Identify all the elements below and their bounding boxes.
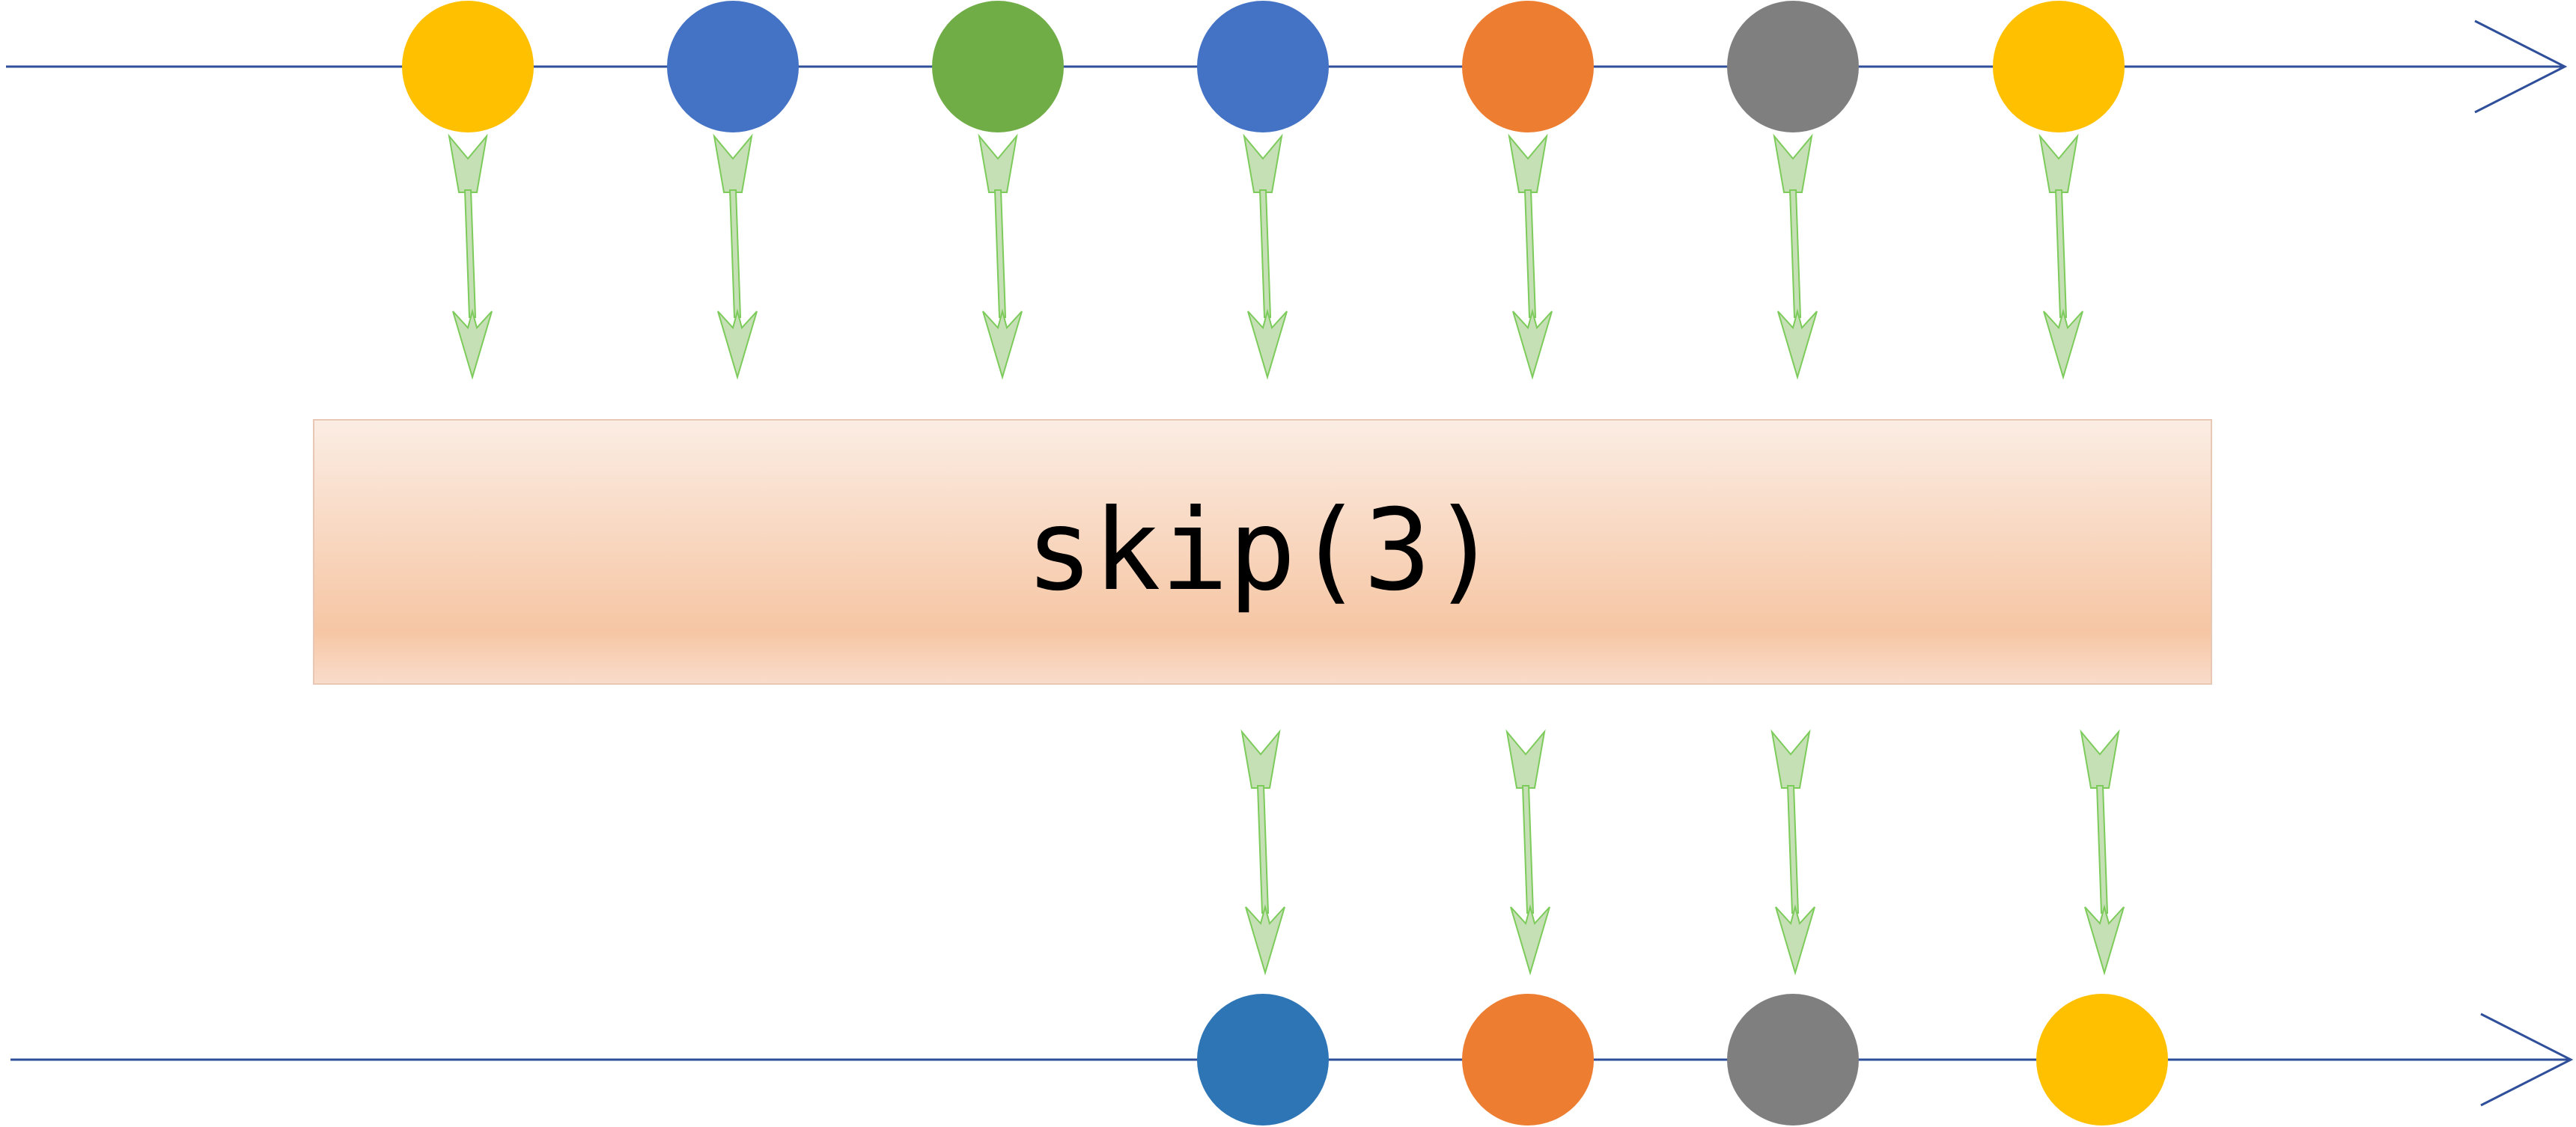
- input-arrows: [448, 133, 2083, 380]
- output-arrows: [1240, 729, 2125, 976]
- output-timeline-arrowhead: [2480, 1013, 2574, 1107]
- input-arrow: [1773, 133, 1818, 380]
- input-marble-yellow: [1993, 1, 2125, 132]
- input-marble-blue: [1197, 1, 1329, 132]
- input-marble-orange: [1462, 1, 1594, 132]
- input-arrow: [1243, 133, 1288, 380]
- operator-box-rect: [313, 419, 2212, 685]
- input-arrow: [448, 133, 493, 380]
- output-arrow: [1240, 729, 1285, 976]
- output-marbles: [1197, 994, 2168, 1126]
- input-marble-gray: [1727, 1, 1859, 132]
- input-marble-blue: [667, 1, 799, 132]
- operator-label: skip(3): [1026, 486, 1499, 616]
- input-marbles: [402, 1, 2125, 132]
- input-timeline-arrowhead: [2474, 19, 2568, 114]
- input-arrow: [713, 133, 758, 380]
- input-marble-yellow: [402, 1, 534, 132]
- input-marble-green: [932, 1, 1064, 132]
- output-marble-orange: [1462, 994, 1594, 1126]
- output-marble-yellow: [2036, 994, 2168, 1126]
- input-arrow: [1508, 133, 1553, 380]
- output-arrow: [1505, 729, 1550, 976]
- output-arrow: [1770, 729, 1815, 976]
- input-arrow: [978, 133, 1023, 380]
- input-arrow: [2038, 133, 2083, 380]
- output-marble-steel_blue: [1197, 994, 1329, 1126]
- output-marble-gray: [1727, 994, 1859, 1126]
- operator-box: skip(3): [313, 419, 2212, 685]
- output-arrow: [2080, 729, 2125, 976]
